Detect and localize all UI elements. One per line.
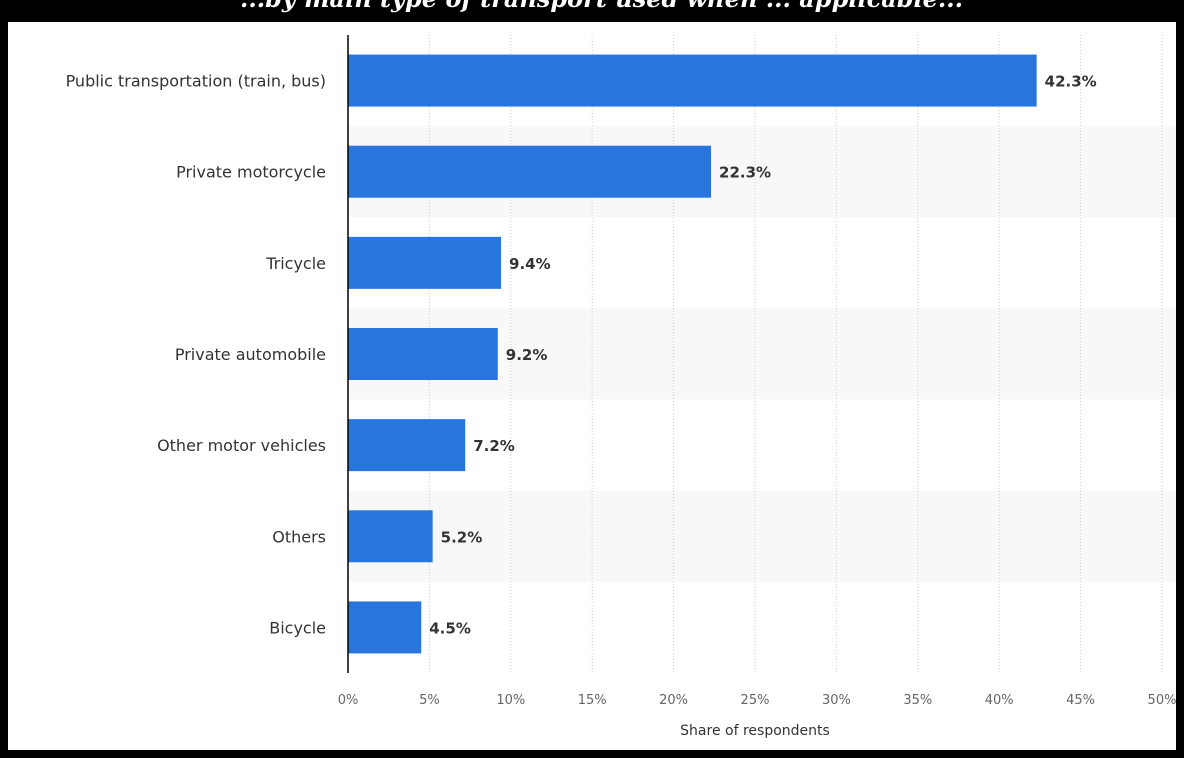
category-label: Private automobile — [175, 345, 326, 364]
x-tick-label: 40% — [985, 693, 1014, 708]
x-tick-label: 5% — [419, 693, 440, 708]
value-label: 4.5% — [429, 619, 471, 637]
bar — [348, 145, 712, 198]
x-tick-label: 20% — [659, 693, 688, 708]
category-label: Public transportation (train, bus) — [66, 72, 326, 91]
x-axis-title: Share of respondents — [680, 723, 830, 739]
chart-title-strip: ...by main type of transport used when .… — [0, 0, 1184, 22]
category-label: Other motor vehicles — [157, 436, 326, 455]
bar — [348, 510, 433, 563]
value-label: 42.3% — [1045, 73, 1097, 91]
x-tick-label: 50% — [1148, 693, 1177, 708]
x-tick-label: 15% — [578, 693, 607, 708]
row-band — [348, 490, 1176, 582]
bar — [348, 236, 502, 289]
x-tick-label: 10% — [496, 693, 525, 708]
bar — [348, 601, 422, 654]
value-label: 9.4% — [509, 255, 551, 273]
chart-title: ...by main type of transport used when .… — [240, 0, 1140, 13]
x-tick-label: 30% — [822, 693, 851, 708]
x-tick-label: 25% — [741, 693, 770, 708]
category-label: Others — [272, 527, 326, 546]
value-label: 22.3% — [719, 164, 771, 182]
category-label: Tricycle — [265, 254, 326, 273]
value-label: 5.2% — [441, 528, 483, 546]
value-label: 9.2% — [506, 346, 548, 364]
bar — [348, 419, 466, 472]
x-tick-label: 45% — [1066, 693, 1095, 708]
x-tick-label: 0% — [338, 693, 359, 708]
category-label: Bicycle — [269, 618, 326, 637]
bar — [348, 54, 1037, 107]
x-tick-label: 35% — [903, 693, 932, 708]
bar — [348, 328, 498, 380]
category-label: Private motorcycle — [176, 163, 326, 182]
value-label: 7.2% — [473, 437, 515, 455]
